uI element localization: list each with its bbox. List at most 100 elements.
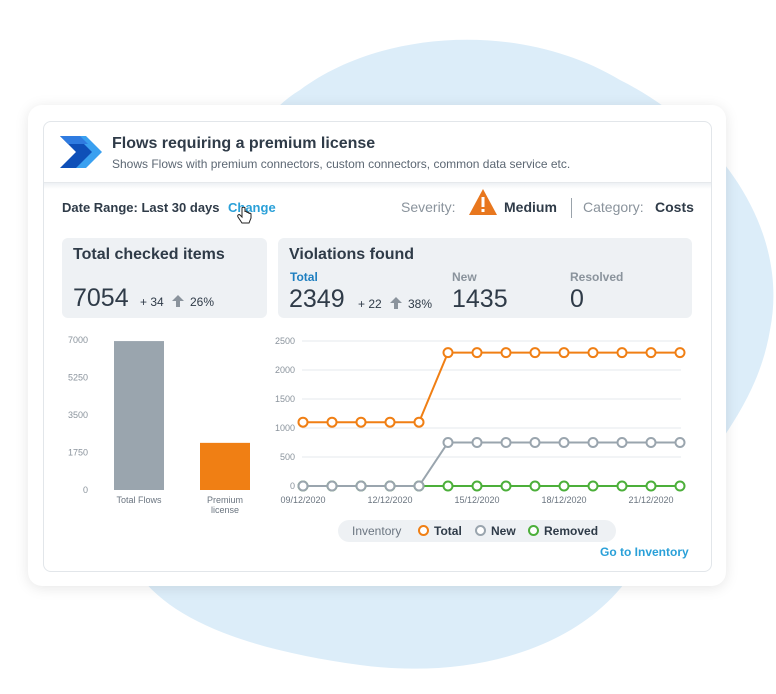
- header-shadow: [44, 183, 711, 189]
- line-x-tick-label: 21/12/2020: [628, 495, 673, 505]
- change-date-link[interactable]: Change: [228, 200, 276, 215]
- data-point: [442, 437, 454, 448]
- data-point: [674, 480, 686, 492]
- data-point: [587, 480, 599, 492]
- bar-x-tick-label: license: [211, 505, 239, 515]
- data-point: [558, 480, 570, 492]
- bar-y-tick-label: 5250: [68, 373, 88, 383]
- severity-value: Medium: [504, 199, 557, 215]
- chart-legend: Inventory Total New Removed: [338, 520, 616, 542]
- data-point: [326, 416, 338, 428]
- category-value: Costs: [655, 199, 694, 215]
- violations-new-value: 1435: [452, 285, 508, 313]
- violations-panel: Violations found Total 2349 + 22 38% New…: [278, 238, 692, 318]
- data-point: [413, 480, 425, 492]
- go-to-inventory-link[interactable]: Go to Inventory: [600, 545, 689, 559]
- data-point: [355, 416, 367, 428]
- legend-removed-marker-icon: [528, 525, 539, 536]
- line-y-tick-label: 1500: [275, 394, 295, 404]
- violations-resolved-label: Resolved: [570, 270, 624, 284]
- line-y-tick-label: 2000: [275, 365, 295, 375]
- line-y-tick-label: 500: [280, 452, 295, 462]
- bar-x-tick-label: Total Flows: [116, 495, 162, 505]
- line-y-tick-label: 1000: [275, 423, 295, 433]
- total-checked-pct: 26%: [190, 295, 215, 309]
- legend-total-marker-icon: [418, 525, 429, 536]
- bar-y-tick-label: 7000: [68, 335, 88, 345]
- up-arrow-icon: [172, 295, 184, 307]
- line-y-tick-label: 2500: [275, 336, 295, 346]
- hand-cursor-icon: [237, 207, 252, 224]
- data-point: [384, 480, 396, 492]
- date-range: Date Range: Last 30 days: [62, 200, 220, 215]
- legend-total[interactable]: Total: [434, 524, 462, 538]
- violations-total-pct: 38%: [408, 297, 433, 311]
- series-line-total: [303, 351, 680, 424]
- data-point: [442, 347, 454, 359]
- line-x-tick-label: 15/12/2020: [454, 495, 499, 505]
- data-point: [645, 347, 657, 359]
- data-point: [674, 437, 686, 448]
- up-arrow-icon: [390, 297, 402, 309]
- card-subtitle: Shows Flows with premium connectors, cus…: [112, 157, 571, 171]
- data-point: [616, 347, 628, 359]
- data-point: [355, 480, 367, 492]
- data-point: [384, 416, 396, 428]
- bar: [114, 341, 164, 490]
- violations-title: Violations found: [289, 246, 415, 263]
- data-point: [500, 347, 512, 359]
- bar: [200, 442, 250, 490]
- legend-new[interactable]: New: [491, 524, 516, 538]
- line-x-tick-label: 09/12/2020: [280, 495, 325, 505]
- bar-y-tick-label: 0: [83, 485, 88, 495]
- warning-icon: [469, 189, 497, 215]
- violations-total-label: Total: [290, 270, 318, 284]
- legend-new-marker-icon: [475, 525, 486, 536]
- legend-removed[interactable]: Removed: [544, 524, 599, 538]
- card-header: Flows requiring a premium license Shows …: [44, 122, 711, 183]
- data-point: [326, 480, 338, 492]
- data-point: [529, 347, 541, 359]
- data-point: [616, 480, 628, 492]
- bar-chart: 7000 5250 3500 1750 0 Total Flows Premiumlicen…: [68, 335, 250, 515]
- data-point: [645, 437, 657, 448]
- line-x-tick-label: 18/12/2020: [541, 495, 586, 505]
- line-chart: 2500 2000 1500 1000 500 0 09/12/2020 12/12/2020…: [275, 336, 686, 505]
- data-point: [500, 437, 512, 448]
- violations-new-label: New: [452, 270, 477, 284]
- data-point: [471, 480, 483, 492]
- data-point: [500, 480, 512, 492]
- data-point: [529, 437, 541, 448]
- data-point: [297, 416, 309, 428]
- report-card: Flows requiring a premium license Shows …: [43, 121, 712, 572]
- total-checked-value: 7054: [73, 284, 129, 312]
- bar-x-tick-label: Premium: [207, 495, 243, 505]
- violations-total-delta: + 22: [358, 297, 382, 311]
- violations-resolved-value: 0: [570, 285, 584, 313]
- bar-y-tick-label: 3500: [68, 410, 88, 420]
- total-checked-title: Total checked items: [73, 246, 225, 263]
- data-point: [471, 437, 483, 448]
- category-label: Category:: [583, 199, 644, 215]
- line-x-tick-label: 12/12/2020: [367, 495, 412, 505]
- data-point: [645, 480, 657, 492]
- card-title: Flows requiring a premium license: [112, 135, 376, 152]
- data-point: [587, 347, 599, 359]
- violations-total-value: 2349: [289, 285, 345, 313]
- power-automate-logo-icon: [60, 136, 102, 168]
- legend-title: Inventory: [352, 524, 402, 538]
- bar-y-tick-label: 1750: [68, 448, 88, 458]
- severity-label: Severity:: [401, 199, 456, 215]
- data-point: [587, 437, 599, 448]
- line-y-tick-label: 0: [290, 481, 295, 491]
- data-point: [558, 347, 570, 359]
- total-checked-delta: + 34: [140, 295, 164, 309]
- data-point: [413, 416, 425, 428]
- total-checked-panel: Total checked items 7054 + 34 26%: [62, 238, 267, 318]
- data-point: [471, 347, 483, 359]
- data-point: [558, 437, 570, 448]
- data-point: [529, 480, 541, 492]
- data-point: [297, 480, 309, 492]
- series-line-new: [303, 441, 680, 487]
- filter-divider: [571, 198, 572, 218]
